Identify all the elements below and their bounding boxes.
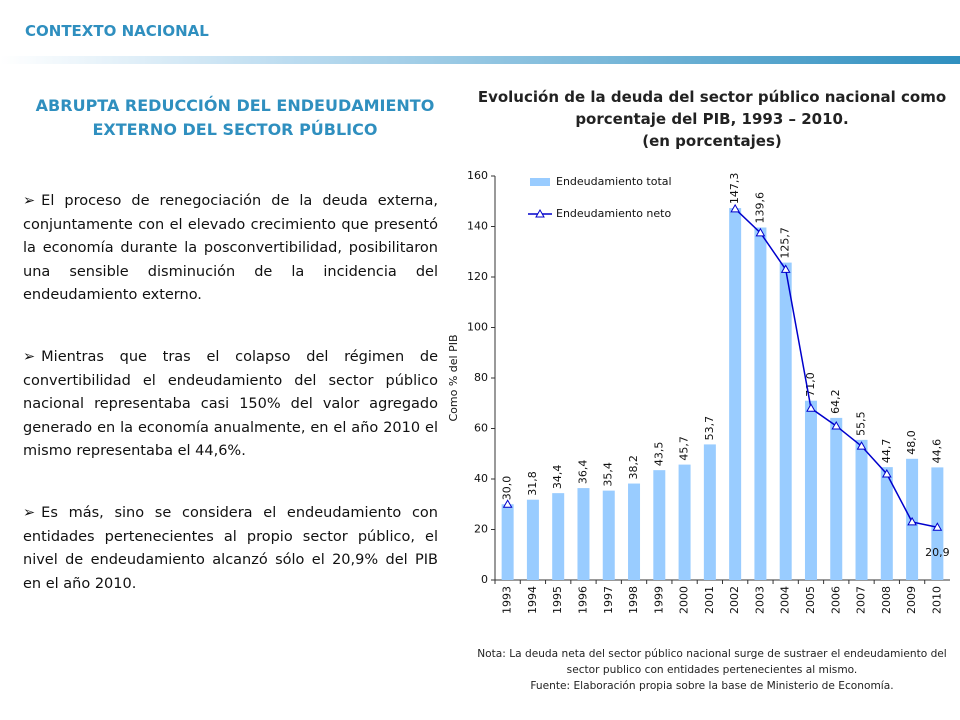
- bar-value-label: 53,7: [703, 416, 716, 441]
- header-title: CONTEXTO NACIONAL: [25, 22, 209, 40]
- bar-value-label: 35,4: [602, 462, 615, 487]
- bar-value-label: 125,7: [779, 227, 792, 259]
- y-tick-label: 60: [474, 422, 488, 435]
- bar: [729, 208, 742, 580]
- bar: [526, 499, 539, 580]
- bar: [880, 467, 893, 580]
- bar-value-label: 43,5: [652, 442, 665, 467]
- legend-swatch: [530, 178, 550, 186]
- bullet: ➢ Es más, sino se considera el endeudamie…: [23, 505, 438, 592]
- line-marker: [806, 403, 816, 412]
- heading: ABRUPTA REDUCCIÓN DEL ENDEUDAMIENTO EXTE…: [35, 96, 435, 139]
- bar: [577, 488, 590, 580]
- bullet-text: Es más, sino se considera el endeudamien…: [23, 505, 438, 592]
- bar: [628, 483, 641, 580]
- line-marker: [831, 420, 842, 430]
- x-tick-label: 1999: [652, 586, 665, 614]
- chart-subtitle: (en porcentajes): [642, 132, 782, 150]
- x-tick-label: 2001: [703, 586, 716, 614]
- y-tick-label: 160: [467, 169, 488, 182]
- y-tick-label: 140: [467, 220, 488, 233]
- chart-title-block: Evolución de la deuda del sector público…: [470, 86, 954, 152]
- line-marker: [755, 227, 766, 237]
- bullet: ➢ Mientras que tras el colapso del régime…: [23, 349, 438, 459]
- line-marker: [907, 516, 917, 526]
- y-tick-label: 100: [467, 321, 488, 334]
- bar: [602, 490, 615, 580]
- bar-value-label: 38,2: [627, 455, 640, 480]
- x-tick-label: 2005: [804, 586, 817, 614]
- line-marker: [881, 468, 892, 478]
- chart-title: Evolución de la deuda del sector público…: [477, 88, 947, 128]
- bar-value-label: 34,4: [551, 465, 564, 490]
- x-tick-label: 2002: [728, 586, 741, 614]
- x-tick-label: 2000: [678, 586, 691, 614]
- x-tick-label: 1998: [627, 586, 640, 614]
- header-rule: [0, 56, 960, 64]
- bar: [552, 493, 565, 580]
- legend-label: Endeudamiento total: [556, 175, 672, 188]
- y-tick-label: 80: [474, 371, 488, 384]
- x-tick-label: 2006: [829, 586, 842, 614]
- bar: [678, 464, 691, 580]
- bar-value-label: 147,3: [728, 173, 741, 205]
- bar: [830, 417, 843, 580]
- x-tick-label: 1995: [551, 586, 564, 614]
- x-tick-label: 1993: [501, 586, 514, 614]
- bar-value-label: 64,2: [829, 389, 842, 414]
- bar-value-label: 55,5: [855, 411, 868, 436]
- x-tick-label: 2008: [880, 586, 893, 614]
- note: Nota: La deuda neta del sector público n…: [477, 648, 947, 676]
- bar: [501, 504, 514, 580]
- bar: [703, 444, 716, 580]
- x-tick-label: 2009: [905, 586, 918, 614]
- bar-value-label: 48,0: [905, 430, 918, 455]
- y-tick-label: 40: [474, 472, 488, 485]
- x-tick-label: 2010: [930, 586, 943, 614]
- bar-value-label: 36,4: [576, 460, 589, 485]
- line-marker: [730, 203, 741, 213]
- note: Fuente: Elaboración propia sobre la base…: [530, 680, 894, 692]
- bar-value-label: 31,8: [526, 471, 539, 496]
- bar-value-label: 45,7: [678, 436, 691, 460]
- chart: 0 20 40 60 80 100 120 140 160 Como % del PIB 1993 1…: [447, 169, 950, 614]
- bar-value-label: 44,6: [930, 439, 943, 463]
- line-marker: [932, 522, 943, 531]
- y-tick-label: 20: [474, 523, 488, 536]
- legend-marker: [535, 208, 545, 218]
- y-axis-label: Como % del PIB: [447, 334, 460, 421]
- x-tick-label: 2003: [753, 586, 766, 614]
- bar: [855, 439, 868, 580]
- line-value-label: 20,9: [925, 546, 950, 559]
- y-tick-label: 0: [481, 573, 488, 586]
- line-marker: [856, 441, 867, 450]
- bar: [779, 262, 792, 580]
- bar-value-label: 30,0: [501, 476, 514, 501]
- x-tick-label: 2004: [779, 586, 792, 614]
- line-marker: [502, 499, 513, 508]
- line-marker: [780, 264, 791, 273]
- bar: [804, 400, 817, 580]
- bullet-text: El proceso de renegociación de la deuda …: [23, 193, 438, 303]
- x-tick-label: 1996: [576, 586, 589, 614]
- bullet-text: Mientras que tras el colapso del régimen…: [23, 349, 438, 459]
- legend-label: Endeudamiento neto: [556, 207, 671, 220]
- bar-value-label: 44,7: [880, 439, 893, 464]
- notes: Nota: La deuda neta del sector público n…: [470, 646, 954, 694]
- x-tick-label: 1997: [602, 586, 615, 614]
- bar: [754, 227, 767, 580]
- bar: [653, 470, 666, 580]
- y-tick-label: 120: [467, 270, 488, 283]
- x-tick-label: 2007: [855, 586, 868, 614]
- bullet: ➢ El proceso de renegociación de la deuda…: [23, 193, 438, 303]
- bar-value-label: 139,6: [753, 192, 766, 224]
- x-tick-label: 1994: [526, 586, 539, 614]
